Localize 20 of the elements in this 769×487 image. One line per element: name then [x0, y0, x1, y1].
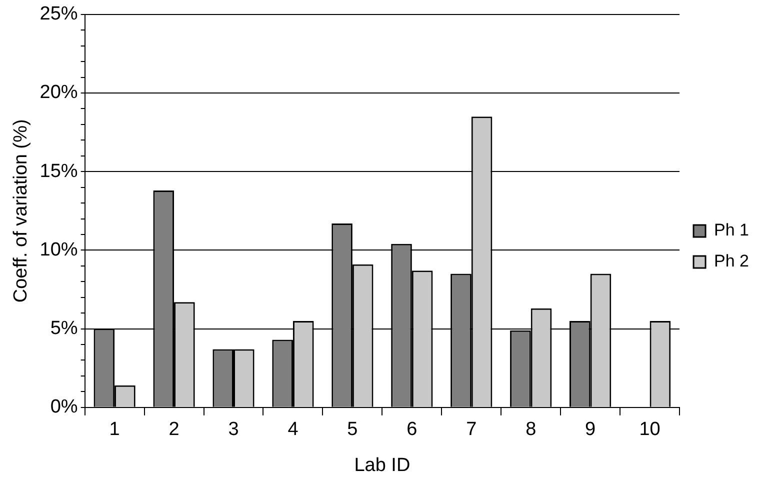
x-tick-label: 5: [347, 419, 358, 440]
y-tick-label: 0%: [50, 396, 78, 418]
x-tick-label: 9: [585, 419, 596, 440]
x-tick-label: 10: [639, 419, 660, 440]
y-axis-title: Coeff. of variation (%): [10, 119, 32, 303]
legend-label: Ph 1: [714, 220, 750, 240]
x-tick-label: 6: [406, 419, 418, 440]
x-axis-title: Lab ID: [354, 454, 410, 476]
y-tick-label: 15%: [40, 160, 78, 182]
y-tick-label: 25%: [40, 4, 78, 25]
y-tick-label: 5%: [50, 318, 78, 340]
x-tick-label: 1: [109, 419, 120, 440]
legend-label: Ph 2: [714, 252, 750, 271]
y-tick-label: 10%: [40, 239, 78, 260]
x-tick-label: 7: [466, 419, 477, 440]
y-tick-label: 20%: [40, 82, 78, 104]
x-tick-label: 3: [228, 419, 239, 440]
x-tick-label: 4: [288, 419, 299, 440]
x-tick-label: 2: [168, 419, 180, 440]
x-tick-label: 8: [526, 419, 536, 440]
